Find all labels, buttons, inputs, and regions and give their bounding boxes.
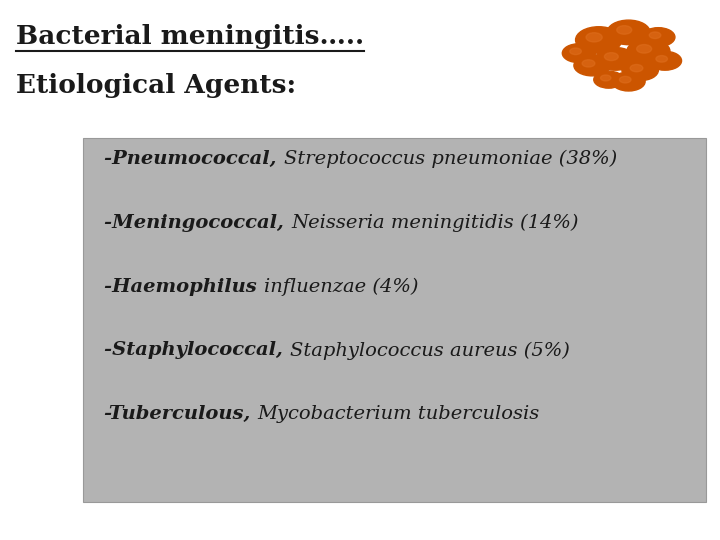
Circle shape xyxy=(595,48,635,70)
Circle shape xyxy=(636,44,652,53)
Circle shape xyxy=(607,20,650,45)
Text: influenzae (4%): influenzae (4%) xyxy=(264,278,418,296)
Text: Mycobacterium tuberculosis: Mycobacterium tuberculosis xyxy=(258,405,540,423)
Circle shape xyxy=(562,44,595,63)
Circle shape xyxy=(570,48,581,55)
Circle shape xyxy=(630,64,643,72)
Circle shape xyxy=(574,55,611,76)
Circle shape xyxy=(594,71,624,88)
Circle shape xyxy=(649,51,682,70)
Circle shape xyxy=(582,60,595,67)
Text: -Haemophilus: -Haemophilus xyxy=(104,278,264,296)
Circle shape xyxy=(617,25,631,34)
FancyBboxPatch shape xyxy=(83,138,706,502)
Text: Neisseria meningitidis (14%): Neisseria meningitidis (14%) xyxy=(291,214,578,232)
Circle shape xyxy=(649,32,661,38)
Text: -Pneumococcal,: -Pneumococcal, xyxy=(104,150,284,168)
Text: -Tuberculous,: -Tuberculous, xyxy=(104,405,258,423)
Circle shape xyxy=(619,76,631,83)
Circle shape xyxy=(575,26,622,53)
Text: Bacterial meningitis…..: Bacterial meningitis….. xyxy=(16,24,364,49)
Text: Staphylococcus aureus (5%): Staphylococcus aureus (5%) xyxy=(290,341,570,360)
Circle shape xyxy=(600,75,611,81)
Circle shape xyxy=(612,72,645,91)
Text: Etiological Agents:: Etiological Agents: xyxy=(16,73,296,98)
Circle shape xyxy=(656,56,667,62)
Circle shape xyxy=(622,60,658,80)
Circle shape xyxy=(642,28,675,46)
Text: -Staphylococcal,: -Staphylococcal, xyxy=(104,341,290,360)
Text: Streptococcus pneumoniae (38%): Streptococcus pneumoniae (38%) xyxy=(284,150,617,168)
Circle shape xyxy=(627,39,670,64)
Circle shape xyxy=(586,33,602,42)
Circle shape xyxy=(604,52,618,60)
Text: -Meningococcal,: -Meningococcal, xyxy=(104,214,291,232)
